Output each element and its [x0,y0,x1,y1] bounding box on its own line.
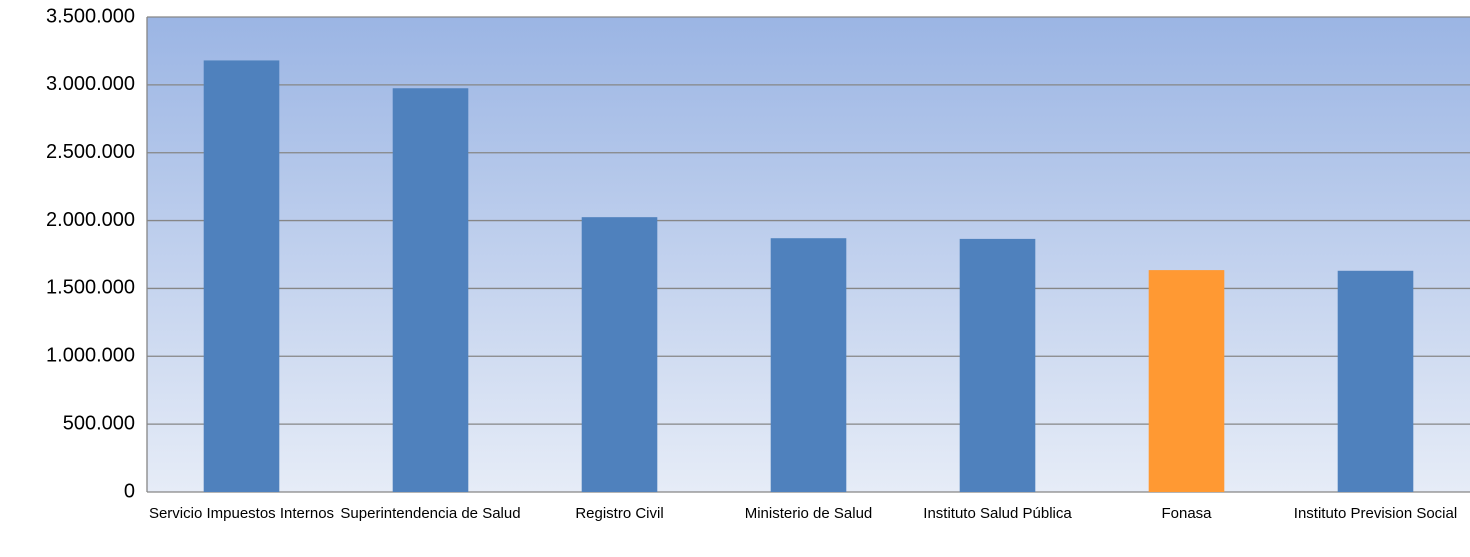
bar [1148,270,1225,492]
x-tick-label: Instituto Prevision Social [1293,505,1458,522]
x-tick-label: Ministerio de Salud [744,505,873,522]
y-tick-label: 1.000.000 [46,345,135,367]
x-tick-label: Registro Civil [575,505,664,522]
x-tick-label: Instituto Salud Pública [923,505,1072,522]
y-tick-label: 2.000.000 [46,209,135,231]
bar [770,238,847,492]
bar [581,217,658,492]
y-tick-label: 0 [124,480,135,502]
bar [959,238,1036,492]
y-tick-label: 1.500.000 [46,277,135,299]
x-tick-label: Servicio Impuestos Internos [148,505,335,522]
bar [1337,270,1414,492]
x-tick-label: Fonasa [1161,505,1212,522]
y-tick-label: 2.500.000 [46,141,135,163]
y-tick-label: 3.000.000 [46,73,135,95]
bar [203,60,280,493]
bar [392,88,469,492]
x-tick-label: Superintendencia de Salud [340,505,521,522]
y-tick-label: 500.000 [63,412,135,434]
y-tick-label: 3.500.000 [46,5,135,27]
